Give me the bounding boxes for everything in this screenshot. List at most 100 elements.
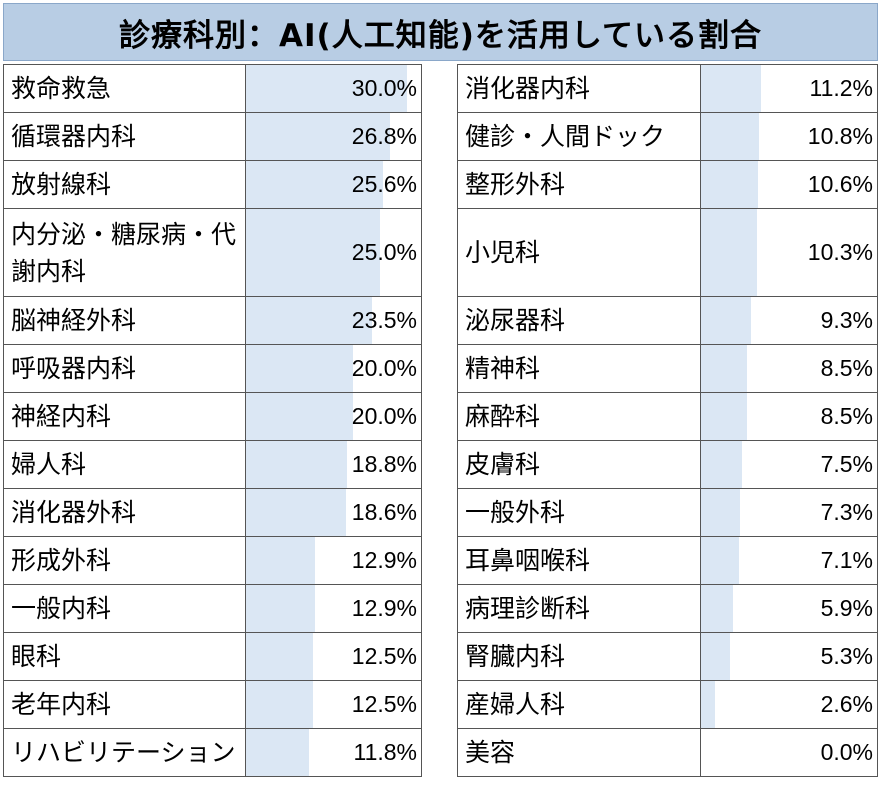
value-bar bbox=[246, 489, 346, 536]
value-cell: 20.0% bbox=[245, 344, 422, 393]
table-row: 内分泌・糖尿病・代謝内科 25.0% bbox=[3, 208, 422, 297]
value-label: 8.5% bbox=[820, 355, 873, 381]
value-bar bbox=[701, 297, 752, 344]
value-bar bbox=[246, 297, 373, 344]
value-bar bbox=[701, 113, 760, 160]
table-row: 整形外科 10.6% bbox=[457, 160, 878, 209]
chart-title: 診療科別：AI(人工知能)を活用している割合 bbox=[3, 3, 878, 61]
table-row: 放射線科 25.6% bbox=[3, 160, 422, 209]
value-label: 9.3% bbox=[820, 307, 873, 333]
value-cell: 25.0% bbox=[245, 208, 422, 297]
table-row: 病理診断科 5.9% bbox=[457, 584, 878, 633]
value-cell: 12.5% bbox=[245, 632, 422, 681]
value-cell: 7.1% bbox=[700, 536, 878, 585]
row-label: 脳神経外科 bbox=[3, 296, 246, 345]
table-row: 救命救急 30.0% bbox=[3, 64, 422, 113]
table-row: 小児科 10.3% bbox=[457, 208, 878, 297]
table-row: 循環器内科 26.8% bbox=[3, 112, 422, 161]
row-label: 健診・人間ドック bbox=[457, 112, 701, 161]
row-label: 一般外科 bbox=[457, 488, 701, 537]
value-label: 20.0% bbox=[351, 403, 417, 429]
value-bar bbox=[246, 681, 314, 728]
table-row: 呼吸器内科 20.0% bbox=[3, 344, 422, 393]
value-cell: 25.6% bbox=[245, 160, 422, 209]
value-label: 5.3% bbox=[820, 643, 873, 669]
value-cell: 12.9% bbox=[245, 536, 422, 585]
value-bar bbox=[701, 161, 759, 208]
table-row: 一般内科 12.9% bbox=[3, 584, 422, 633]
table-row: 精神科 8.5% bbox=[457, 344, 878, 393]
row-label: 精神科 bbox=[457, 344, 701, 393]
row-label: 救命救急 bbox=[3, 64, 246, 113]
row-label: 形成外科 bbox=[3, 536, 246, 585]
value-label: 25.6% bbox=[351, 171, 417, 197]
row-label: 皮膚科 bbox=[457, 440, 701, 489]
row-label: 神経内科 bbox=[3, 392, 246, 441]
row-label: 小児科 bbox=[457, 208, 701, 297]
value-bar bbox=[246, 729, 310, 776]
table-row: 婦人科 18.8% bbox=[3, 440, 422, 489]
table-row: 神経内科 20.0% bbox=[3, 392, 422, 441]
value-label: 18.6% bbox=[351, 499, 417, 525]
value-bar bbox=[246, 113, 390, 160]
value-label: 7.5% bbox=[820, 451, 873, 477]
value-bar bbox=[246, 209, 381, 296]
value-cell: 23.5% bbox=[245, 296, 422, 345]
row-label: 呼吸器内科 bbox=[3, 344, 246, 393]
value-cell: 0.0% bbox=[700, 728, 878, 777]
value-label: 30.0% bbox=[351, 75, 417, 101]
value-cell: 20.0% bbox=[245, 392, 422, 441]
value-bar bbox=[701, 345, 747, 392]
value-bar bbox=[246, 393, 354, 440]
value-label: 5.9% bbox=[820, 595, 873, 621]
value-label: 10.8% bbox=[807, 123, 873, 149]
value-label: 11.2% bbox=[809, 75, 873, 101]
value-label: 7.3% bbox=[820, 499, 873, 525]
value-cell: 10.8% bbox=[700, 112, 878, 161]
table-row: リハビリテーション 11.8% bbox=[3, 728, 422, 777]
value-label: 23.5% bbox=[351, 307, 417, 333]
value-bar bbox=[701, 681, 716, 728]
value-cell: 8.5% bbox=[700, 344, 878, 393]
table-row: 消化器内科 11.2% bbox=[457, 64, 878, 113]
table-row: 泌尿器科 9.3% bbox=[457, 296, 878, 345]
value-cell: 30.0% bbox=[245, 64, 422, 113]
row-label: 循環器内科 bbox=[3, 112, 246, 161]
value-cell: 11.2% bbox=[700, 64, 878, 113]
table-row: 耳鼻咽喉科 7.1% bbox=[457, 536, 878, 585]
table-row: 老年内科 12.5% bbox=[3, 680, 422, 729]
row-label: 整形外科 bbox=[457, 160, 701, 209]
row-label: 麻酔科 bbox=[457, 392, 701, 441]
value-label: 12.9% bbox=[351, 547, 417, 573]
value-bar bbox=[701, 537, 740, 584]
value-cell: 18.6% bbox=[245, 488, 422, 537]
table-row: 眼科 12.5% bbox=[3, 632, 422, 681]
table-row: 形成外科 12.9% bbox=[3, 536, 422, 585]
value-bar bbox=[701, 585, 733, 632]
value-label: 12.5% bbox=[351, 691, 417, 717]
value-label: 11.8% bbox=[353, 739, 417, 765]
value-label: 12.9% bbox=[351, 595, 417, 621]
table-row: 脳神経外科 23.5% bbox=[3, 296, 422, 345]
row-label: 老年内科 bbox=[3, 680, 246, 729]
value-label: 10.3% bbox=[807, 239, 873, 265]
table-row: 消化器外科 18.6% bbox=[3, 488, 422, 537]
value-cell: 5.9% bbox=[700, 584, 878, 633]
row-label: 泌尿器科 bbox=[457, 296, 701, 345]
row-label: 腎臓内科 bbox=[457, 632, 701, 681]
value-cell: 8.5% bbox=[700, 392, 878, 441]
value-label: 25.0% bbox=[351, 239, 417, 265]
value-cell: 7.3% bbox=[700, 488, 878, 537]
table-row: 皮膚科 7.5% bbox=[457, 440, 878, 489]
value-cell: 11.8% bbox=[245, 728, 422, 777]
value-cell: 9.3% bbox=[700, 296, 878, 345]
value-bar bbox=[246, 537, 316, 584]
value-cell: 5.3% bbox=[700, 632, 878, 681]
value-cell: 10.3% bbox=[700, 208, 878, 297]
table-row: 産婦人科 2.6% bbox=[457, 680, 878, 729]
row-label: 婦人科 bbox=[3, 440, 246, 489]
row-label: リハビリテーション bbox=[3, 728, 246, 777]
value-bar bbox=[701, 393, 747, 440]
value-bar bbox=[701, 209, 757, 296]
value-label: 12.5% bbox=[351, 643, 417, 669]
